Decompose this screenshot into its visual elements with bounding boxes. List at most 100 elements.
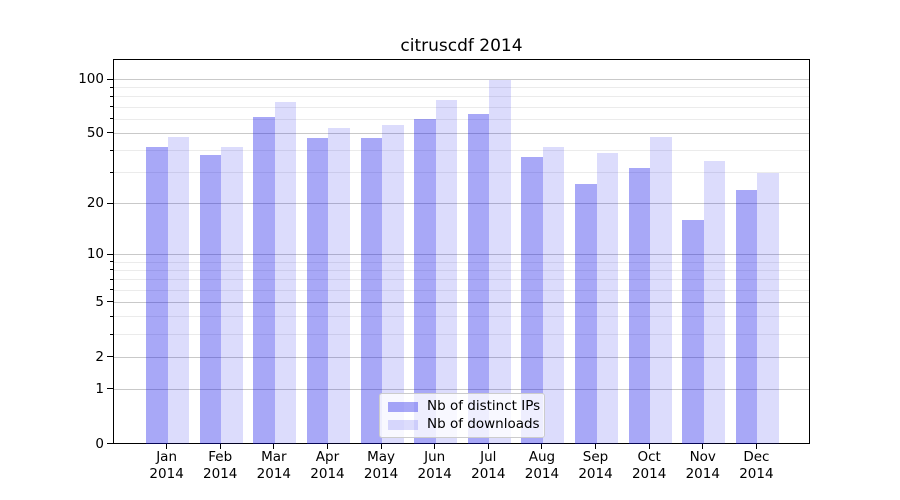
y-minor-tick-7 — [110, 278, 113, 280]
x-tick-month: Jun — [424, 449, 446, 465]
x-tick-label-may: May 2014 — [341, 449, 421, 482]
x-tick-month: Mar — [261, 449, 287, 465]
bar-jun-s0 — [414, 119, 436, 444]
y-tick-label-5: 5 — [95, 293, 104, 310]
y-tick-100 — [107, 78, 113, 80]
x-tick-jul — [487, 443, 489, 449]
y-tick-label-1: 1 — [95, 380, 104, 397]
bar-sep-s0 — [575, 183, 597, 444]
x-tick-jun — [434, 443, 436, 449]
x-tick-label-apr: Apr 2014 — [287, 449, 367, 482]
x-tick-year: 2014 — [739, 465, 774, 482]
bar-mar-s1 — [274, 101, 297, 444]
legend-swatch-1 — [388, 419, 418, 430]
y-gridline-3 — [114, 334, 809, 335]
x-tick-may — [380, 443, 382, 449]
bar-apr-s0 — [306, 138, 329, 444]
y-minor-tick-3 — [110, 333, 113, 335]
legend-label-1: Nb of downloads — [427, 416, 540, 432]
legend-row-0: Nb of distinct IPs — [380, 399, 544, 414]
y-minor-tick-4 — [110, 315, 113, 317]
y-minor-tick-70 — [110, 106, 113, 108]
bar-dec-s0 — [735, 189, 758, 444]
x-tick-month: Oct — [637, 449, 661, 465]
x-tick-year: 2014 — [524, 465, 560, 482]
x-tick-label-dec: Dec 2014 — [716, 449, 796, 482]
y-gridline-30 — [114, 172, 809, 174]
x-tick-year: 2014 — [256, 465, 292, 482]
y-minor-tick-9 — [110, 261, 113, 263]
bar-may-s0 — [360, 138, 383, 444]
y-gridline-60 — [114, 118, 809, 120]
y-minor-tick-8 — [110, 269, 113, 271]
y-tick-label-50: 50 — [86, 124, 104, 141]
y-tick-label-100: 100 — [78, 71, 104, 87]
x-tick-dec — [755, 443, 757, 449]
y-gridline-20 — [114, 203, 809, 205]
x-tick-label-mar: Mar 2014 — [234, 449, 314, 482]
x-tick-month: Jan — [156, 449, 178, 465]
x-tick-month: Apr — [315, 449, 340, 465]
y-minor-tick-60 — [110, 118, 113, 120]
y-gridline-9 — [114, 261, 809, 263]
x-tick-feb — [219, 443, 221, 449]
x-tick-year: 2014 — [417, 465, 452, 482]
y-tick-2 — [107, 356, 113, 358]
plot-area: Nb of distinct IPs Nb of downloads — [113, 59, 810, 444]
x-tick-jan — [166, 443, 168, 449]
y-minor-tick-30 — [110, 171, 113, 173]
y-tick-0 — [107, 443, 113, 444]
bar-oct-s0 — [628, 167, 651, 444]
bar-aug-s1 — [542, 146, 565, 444]
y-minor-tick-40 — [110, 149, 113, 151]
y-gridline-8 — [114, 269, 809, 271]
bar-jun-s1 — [435, 99, 458, 444]
bar-dec-s1 — [757, 172, 779, 444]
y-gridline-50 — [114, 132, 809, 134]
x-tick-month: Feb — [208, 449, 233, 465]
x-tick-mar — [273, 443, 275, 449]
x-tick-label-sep: Sep 2014 — [556, 449, 636, 482]
bar-jan-s1 — [167, 136, 190, 444]
bar-aug-s0 — [521, 156, 543, 444]
bar-feb-s1 — [221, 146, 243, 444]
y-tick-20 — [107, 202, 113, 204]
y-minor-tick-6 — [110, 289, 113, 291]
bar-sep-s1 — [596, 152, 619, 444]
legend: Nb of distinct IPs Nb of downloads — [379, 393, 545, 438]
y-gridline-90 — [114, 87, 809, 89]
bar-apr-s1 — [328, 127, 350, 444]
y-gridline-80 — [114, 96, 809, 98]
x-tick-aug — [541, 443, 543, 449]
y-gridline-40 — [114, 150, 809, 152]
y-tick-1 — [107, 388, 113, 390]
y-tick-label-0: 0 — [95, 435, 104, 452]
x-tick-label-oct: Oct 2014 — [609, 449, 689, 482]
x-tick-year: 2014 — [578, 465, 613, 482]
bar-jul-s1 — [489, 79, 511, 444]
legend-label-0: Nb of distinct IPs — [427, 398, 541, 414]
x-tick-month: Nov — [689, 449, 716, 465]
y-gridline-10 — [114, 254, 809, 256]
x-tick-year: 2014 — [149, 465, 184, 482]
legend-swatch-0 — [388, 401, 418, 412]
y-gridline-4 — [114, 316, 809, 318]
y-minor-tick-80 — [110, 95, 113, 97]
y-gridline-5 — [114, 301, 809, 303]
y-tick-label-10: 10 — [86, 246, 104, 263]
legend-row-1: Nb of downloads — [380, 417, 544, 432]
x-tick-sep — [595, 443, 597, 449]
y-gridline-2 — [114, 356, 809, 358]
x-tick-month: Dec — [743, 449, 770, 465]
x-tick-month: Aug — [528, 449, 556, 465]
y-minor-tick-90 — [110, 86, 113, 88]
bar-feb-s0 — [199, 154, 222, 444]
y-gridline-7 — [114, 279, 809, 281]
y-tick-50 — [107, 132, 113, 134]
x-tick-year: 2014 — [203, 465, 238, 482]
x-tick-year: 2014 — [471, 465, 506, 482]
x-tick-label-aug: Aug 2014 — [502, 449, 582, 482]
x-tick-month: Sep — [582, 449, 609, 465]
bar-oct-s1 — [650, 136, 672, 444]
